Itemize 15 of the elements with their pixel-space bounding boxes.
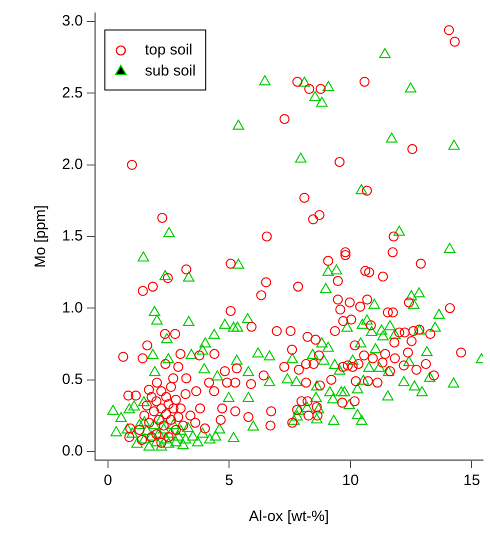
y-tick-label: 2.0 — [62, 156, 83, 174]
y-tick-label: 0.0 — [62, 442, 83, 460]
x-tick-label: 5 — [225, 472, 234, 490]
y-tick-label: 1.0 — [62, 299, 83, 316]
legend-label: top soil — [144, 42, 192, 59]
x-tick-label: 15 — [463, 472, 480, 490]
y-tick-label: 1.5 — [62, 228, 83, 245]
y-tick-label: 0.5 — [62, 370, 83, 388]
x-axis-title: Al-ox [wt-%] — [248, 508, 329, 526]
x-tick-label: 10 — [342, 472, 359, 490]
y-axis-title: Mo [ppm] — [32, 205, 50, 268]
y-tick-label: 2.5 — [62, 84, 83, 102]
y-tick-label: 3.0 — [62, 12, 83, 30]
legend-label: sub soil — [144, 62, 196, 80]
x-tick-label: 0 — [104, 472, 112, 490]
